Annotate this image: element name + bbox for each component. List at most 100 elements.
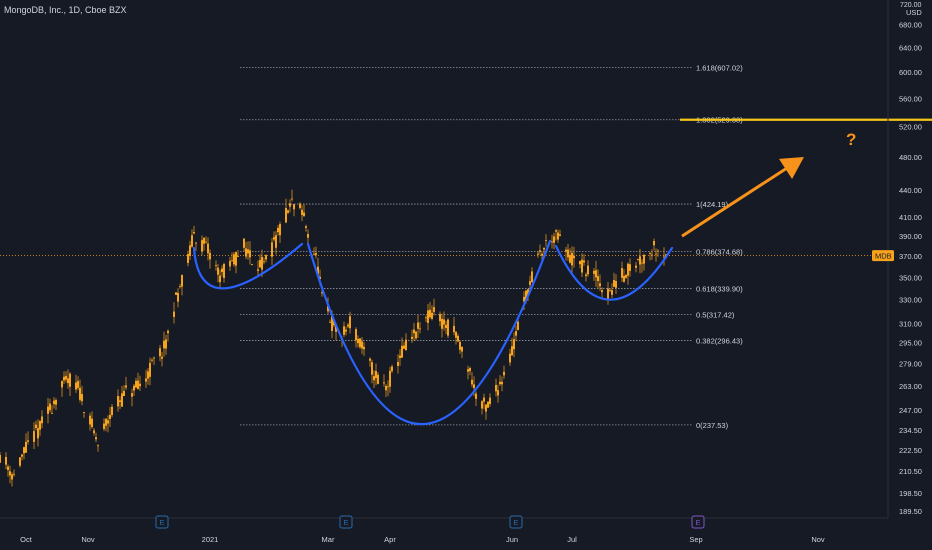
candle-body-32 [91,418,93,428]
candle-body-210 [587,265,589,275]
candle-body-10 [27,440,29,442]
fib-label-6: 0.382(296.43) [696,337,743,346]
price-tag-label: MDB [875,252,892,261]
candle-body-159 [445,324,447,329]
candle-body-164 [459,341,461,350]
candle-body-208 [583,260,585,263]
candle-body-70 [195,242,197,244]
earnings-marker-0[interactable] [155,515,169,529]
candle-body-206 [579,261,581,265]
candle-body-128 [359,338,361,348]
candle-body-216 [607,288,609,301]
earnings-marker-2[interactable] [509,515,523,529]
fib-label-0: 1.618(607.02) [696,64,743,73]
candle-body-192 [539,250,541,252]
candle-body-185 [517,321,519,331]
candle-body-85 [237,256,239,257]
candle-body-131 [369,358,371,361]
earnings-marker-label-2: E [513,518,518,527]
candle-body-101 [285,207,287,223]
candle-body-46 [131,393,133,397]
candle-body-236 [663,256,665,258]
candle-body-217 [609,289,611,291]
candle-body-61 [173,311,175,317]
candle-body-148 [415,331,417,339]
candle-body-211 [593,270,595,274]
candle-body-169 [473,384,475,389]
candle-body-16 [47,406,49,414]
price-tick-4: 560.00 [899,94,922,103]
price-tick-1: 680.00 [899,20,922,29]
time-axis: OctNov2021MarAprJunJulSepNov2022MarApr [0,517,932,544]
candle-body-231 [649,253,651,254]
candle-body-93 [261,256,263,270]
axis-top-value: 720.00 [900,2,922,9]
pattern-curve-2[interactable] [554,244,674,301]
candle-body-197 [553,236,555,243]
candle-body-0 [0,454,1,463]
pattern-curve-0[interactable] [192,242,304,290]
candle-body-219 [613,279,615,287]
price-tick-8: 410.00 [899,213,922,222]
candle-body-132 [371,362,373,375]
candle-body-176 [495,384,497,392]
candle-body-193 [541,253,543,256]
chart-title: MongoDB, Inc., 1D, Cboe BZX [4,5,127,15]
candle-body-73 [205,241,207,243]
projection-arrow[interactable] [675,147,810,246]
candle-body-113 [317,266,319,274]
candle-body-114 [319,276,321,280]
candle-body-54 [151,359,153,361]
candle-body-25 [69,373,71,387]
earnings-marker-3[interactable] [691,515,705,529]
candles [0,189,667,487]
earnings-marker-1[interactable] [339,515,353,529]
candle-body-174 [487,401,489,408]
candle-body-109 [305,226,307,228]
candle-body-40 [111,406,113,416]
candle-body-91 [257,269,259,271]
candle-body-221 [621,268,623,278]
candle-body-86 [243,238,245,248]
pattern-curve-1[interactable] [306,239,552,426]
fib-label-5: 0.5(317.42) [696,310,735,319]
fib-label-3: 0.786(374.68) [696,247,743,256]
price-tick-16: 263.00 [899,382,922,391]
candle-body-225 [629,264,631,271]
candle-body-77 [217,267,219,275]
price-tick-9: 390.00 [899,232,922,241]
projection-arrow-shape [681,157,805,238]
candle-body-44 [123,390,125,397]
candle-body-201 [565,249,567,252]
candle-body-43 [121,393,123,407]
candle-body-111 [313,253,315,255]
candle-body-196 [551,241,553,243]
candle-body-51 [145,378,147,382]
candle-body-55 [153,357,155,359]
candle-body-220 [615,281,617,288]
price-tick-12: 330.00 [899,296,922,305]
candle-body-115 [321,292,323,294]
candle-body-35 [97,445,99,447]
candle-body-66 [187,254,189,263]
candle-body-116 [327,305,329,312]
candle-body-74 [207,243,209,254]
price-tick-7: 440.00 [899,186,922,195]
price-tick-6: 480.00 [899,153,922,162]
candle-body-89 [249,250,251,258]
candle-body-202 [567,249,569,258]
candle-body-9 [25,441,27,453]
candle-body-41 [117,396,119,407]
candle-body-179 [501,381,503,385]
candle-body-161 [453,325,455,333]
candle-body-2 [7,466,9,470]
candle-body-139 [389,370,391,387]
candle-body-175 [489,397,491,404]
pattern-curves [192,239,674,426]
candle-body-222 [623,276,625,282]
earnings-marker-label-0: E [159,518,164,527]
candle-body-13 [37,428,39,439]
candle-body-30 [83,412,85,413]
candle-body-230 [643,255,645,264]
